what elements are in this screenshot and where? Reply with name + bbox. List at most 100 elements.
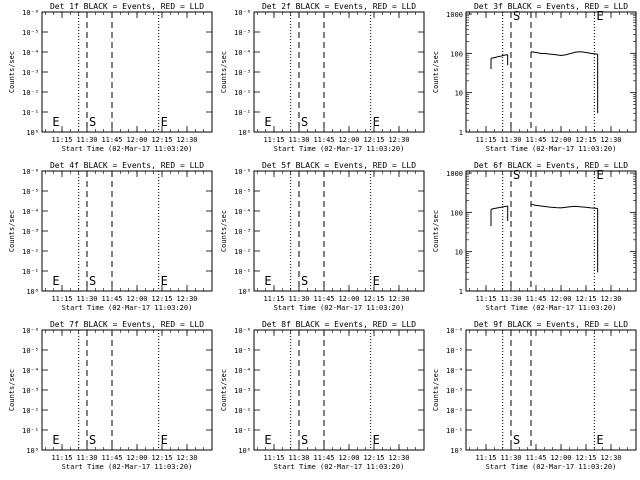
y-tick-label: 10⁻¹ [22,268,39,276]
panel-title: Det 5f BLACK = Events, RED = LLD [262,161,416,170]
x-tick-label: 11:45 [525,454,546,462]
y-tick-label: 10⁻⁶ [234,9,251,17]
marker-s: S [513,9,520,23]
x-tick-label: 12:15 [151,136,172,144]
y-tick-label: 10⁻¹ [22,109,39,117]
count-rate-trace [490,205,508,210]
x-tick-label: 11:45 [101,295,122,303]
x-tick-label: 12:30 [176,136,197,144]
marker-e: E [161,115,168,129]
marker-e: E [264,115,271,129]
x-tick-label: 12:00 [338,454,359,462]
y-tick-label: 1000 [446,11,463,19]
plot-frame [465,170,637,292]
x-tick-label: 11:15 [263,295,284,303]
x-tick-label: 11:30 [288,454,309,462]
detector-panel-1: Det 1f BLACK = Events, RED = LLD 10⁰ 10⁻¹ 1… [8,2,213,153]
y-tick-label: 10⁻³ [22,228,39,236]
y-tick-label: 10⁻³ [22,387,39,395]
x-tick-label: 12:15 [151,295,172,303]
panel-title: Det 3f BLACK = Events, RED = LLD [474,2,628,11]
x-tick-label: 12:00 [550,136,571,144]
x-tick-label: 12:00 [550,454,571,462]
panel-title: Det 6f BLACK = Events, RED = LLD [474,161,628,170]
y-tick-label: 10⁻⁴ [234,49,251,57]
plot-frame [253,11,425,133]
x-tick-label: 11:30 [288,295,309,303]
y-tick-label: 1 [459,129,463,137]
marker-e: E [264,433,271,447]
panel-title: Det 8f BLACK = Events, RED = LLD [262,320,416,329]
y-tick-label: 10⁰ [26,129,39,137]
marker-s: S [89,433,96,447]
x-axis-label: Start Time (02-Mar-17 11:03:20) [274,304,405,312]
y-tick-label: 10⁰ [238,129,251,137]
x-tick-label: 11:30 [500,454,521,462]
y-axis-label: Counts/sec [8,369,16,411]
panel-title: Det 1f BLACK = Events, RED = LLD [50,2,204,11]
marker-e: E [596,168,603,182]
plot-frame [465,11,637,133]
detector-panel-4: Det 4f BLACK = Events, RED = LLD 10⁰ 10⁻¹ 1… [8,161,213,312]
y-axis-label: Counts/sec [432,369,440,411]
y-tick-label: 10⁻³ [234,69,251,77]
x-tick-label: 12:30 [600,295,621,303]
panel-title: Det 9f BLACK = Events, RED = LLD [474,320,628,329]
marker-e: E [373,274,380,288]
y-tick-label: 10⁰ [26,288,39,296]
y-axis-label: Counts/sec [220,51,228,93]
x-tick-label: 12:15 [363,136,384,144]
y-axis-label: Counts/sec [220,369,228,411]
x-tick-label: 11:30 [500,295,521,303]
x-tick-label: 12:00 [338,295,359,303]
x-tick-label: 12:00 [126,136,147,144]
marker-e: E [264,274,271,288]
y-tick-label: 10⁻⁶ [234,168,251,176]
count-rate-trace [530,51,598,57]
y-tick-label: 10⁻⁵ [234,29,251,37]
x-tick-label: 11:15 [51,136,72,144]
marker-e: E [596,9,603,23]
x-tick-label: 12:30 [388,454,409,462]
y-tick-label: 10⁻² [234,89,251,97]
plot-frame [41,329,213,451]
x-tick-label: 11:45 [525,136,546,144]
y-axis-label: Counts/sec [8,51,16,93]
marker-s: S [513,168,520,182]
x-tick-label: 12:15 [151,454,172,462]
plot-frame [41,170,213,292]
x-tick-label: 11:30 [76,136,97,144]
y-tick-label: 10⁻³ [22,69,39,77]
y-tick-label: 10 [455,249,463,257]
y-tick-label: 10⁻⁶ [22,327,39,335]
x-tick-label: 11:15 [263,136,284,144]
marker-s: S [301,115,308,129]
x-tick-label: 11:30 [288,136,309,144]
x-tick-label: 11:15 [475,295,496,303]
x-tick-label: 12:00 [550,295,571,303]
marker-e: E [373,433,380,447]
marker-e: E [52,433,59,447]
y-tick-label: 10⁰ [238,288,251,296]
x-tick-label: 12:00 [126,454,147,462]
panel-title: Det 4f BLACK = Events, RED = LLD [50,161,204,170]
detector-panel-8: Det 8f BLACK = Events, RED = LLD 10⁰ 10⁻¹ 1… [220,320,425,471]
y-axis-label: Counts/sec [432,51,440,93]
y-tick-label: 1000 [446,170,463,178]
x-axis-label: Start Time (02-Mar-17 11:03:20) [274,145,405,153]
panel-title: Det 7f BLACK = Events, RED = LLD [50,320,204,329]
y-tick-label: 10⁻⁶ [22,168,39,176]
x-tick-label: 11:45 [525,295,546,303]
x-tick-label: 11:15 [51,295,72,303]
y-tick-label: 10⁻⁵ [22,188,39,196]
x-tick-label: 12:30 [388,136,409,144]
x-axis-label: Start Time (02-Mar-17 11:03:20) [62,463,193,471]
x-axis-label: Start Time (02-Mar-17 11:03:20) [486,304,617,312]
marker-e: E [161,433,168,447]
x-tick-label: 12:30 [600,136,621,144]
plot-frame [465,329,637,451]
y-tick-label: 10⁻⁵ [234,188,251,196]
x-tick-label: 11:45 [101,136,122,144]
y-tick-label: 10⁻⁵ [22,347,39,355]
x-tick-label: 11:15 [263,454,284,462]
